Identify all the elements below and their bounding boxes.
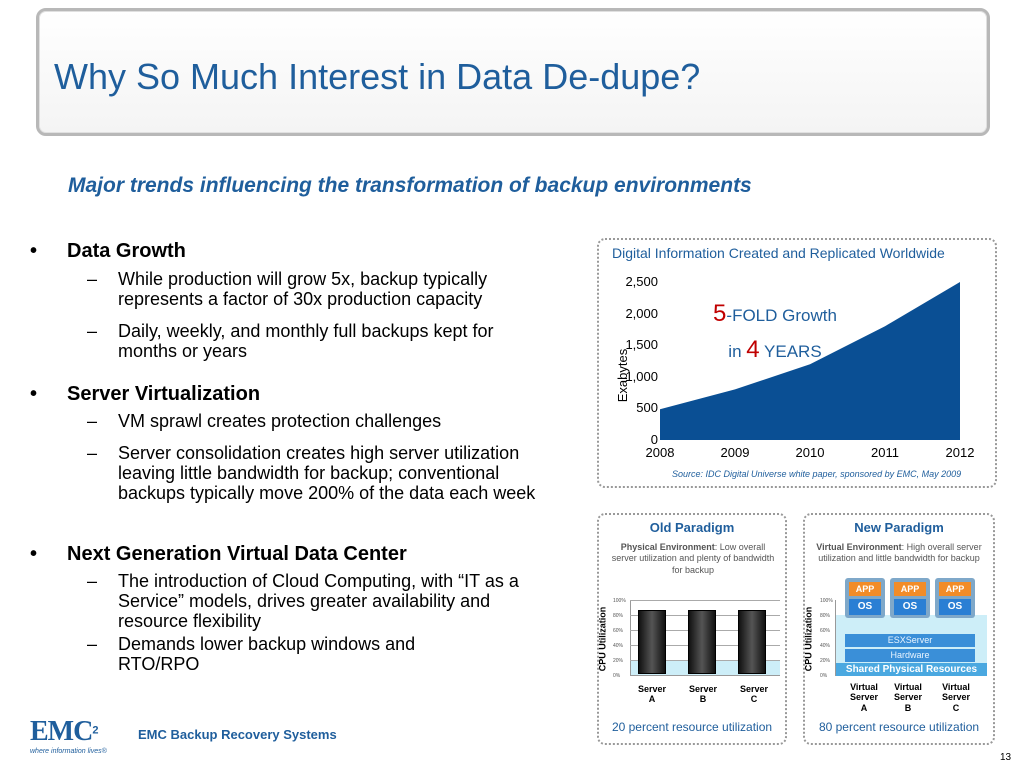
cpu-utilization-label: CPU Utilization	[597, 606, 608, 672]
virtual-server-b-label: Virtual Server B	[893, 682, 923, 713]
old-paradigm-panel	[597, 513, 787, 745]
percent-tick-label: 100%	[820, 598, 833, 604]
vm-a: APP OS	[845, 578, 885, 618]
server-a-tower	[638, 610, 666, 674]
y-tick-label: 500	[636, 400, 658, 416]
new-utilization-text: 80 percent resource utilization	[818, 720, 980, 734]
percent-tick-label: 20%	[820, 658, 831, 664]
percent-tick-label: 60%	[820, 628, 831, 634]
percent-tick-label: 80%	[613, 613, 624, 619]
area-series	[660, 282, 960, 440]
x-tick-label: 2012	[945, 445, 975, 460]
y-tick-label: 2,000	[625, 305, 658, 321]
virtual-server-a-label: Virtual Server A	[849, 682, 879, 713]
percent-tick-label: 100%	[613, 598, 626, 604]
old-paradigm-desc: Physical Environment: Low overall server…	[611, 542, 775, 575]
percent-tick-label: 0%	[613, 673, 621, 679]
x-tick-label: 2008	[645, 445, 675, 460]
server-c-tower	[738, 610, 766, 674]
vm-b: APP OS	[890, 578, 930, 618]
y-tick-label: 0	[650, 432, 658, 447]
emc-logo: EMC2 where information lives®	[30, 716, 107, 755]
x-tick-label: 2011	[871, 445, 899, 460]
os-icon: OS	[894, 599, 926, 615]
shared-physical-resources: Shared Physical Resources	[836, 663, 987, 676]
os-icon: OS	[849, 599, 881, 615]
server-c-label: Server C	[739, 684, 769, 705]
old-paradigm-title: Old Paradigm	[649, 520, 735, 535]
y-tick-label: 1,000	[625, 368, 658, 384]
app-icon: APP	[894, 582, 926, 596]
y-tick-label: 1,500	[625, 337, 658, 353]
page-number: 13	[1000, 752, 1012, 763]
chart-panel	[597, 238, 997, 488]
virtual-server-c-label: Virtual Server C	[941, 682, 971, 713]
new-paradigm-title: New Paradigm	[854, 520, 944, 535]
server-a-label: Server A	[637, 684, 667, 705]
x-tick-label: 2009	[720, 445, 750, 460]
app-icon: APP	[939, 582, 971, 596]
chart-source: Source: IDC Digital Universe white paper…	[672, 469, 962, 479]
slide-subtitle: Major trends influencing the transformat…	[68, 174, 752, 197]
growth-annotation: 5-FOLD Growth in 4 YEARS	[713, 300, 837, 363]
x-tick-label: 2010	[795, 445, 825, 460]
new-paradigm-panel	[803, 513, 995, 745]
percent-tick-label: 0%	[820, 673, 828, 679]
title-band	[36, 8, 990, 136]
percent-tick-label: 60%	[613, 628, 624, 634]
slide-title: Why So Much Interest in Data De-dupe?	[54, 56, 701, 97]
server-b-tower	[688, 610, 716, 674]
percent-tick-label: 80%	[820, 613, 831, 619]
area-chart	[660, 282, 960, 440]
vm-c: APP OS	[935, 578, 975, 618]
product-name: EMC Backup Recovery Systems	[138, 727, 337, 742]
app-icon: APP	[849, 582, 881, 596]
y-tick-label: 2,500	[625, 274, 658, 289]
hardware-layer: Hardware	[845, 649, 975, 662]
server-b-label: Server B	[688, 684, 718, 705]
os-icon: OS	[939, 599, 971, 615]
cpu-utilization-label: CPU Utilization	[803, 606, 814, 672]
new-paradigm-desc: Virtual Environment: High overall server…	[816, 542, 982, 564]
old-utilization-text: 20 percent resource utilization	[611, 720, 773, 734]
esx-server-layer: ESXServer	[845, 634, 975, 647]
chart-title: Digital Information Created and Replicat…	[612, 245, 945, 261]
percent-tick-label: 40%	[820, 643, 831, 649]
percent-tick-label: 20%	[613, 658, 624, 664]
emc-tagline: where information lives®	[30, 748, 107, 755]
percent-tick-label: 40%	[613, 643, 624, 649]
